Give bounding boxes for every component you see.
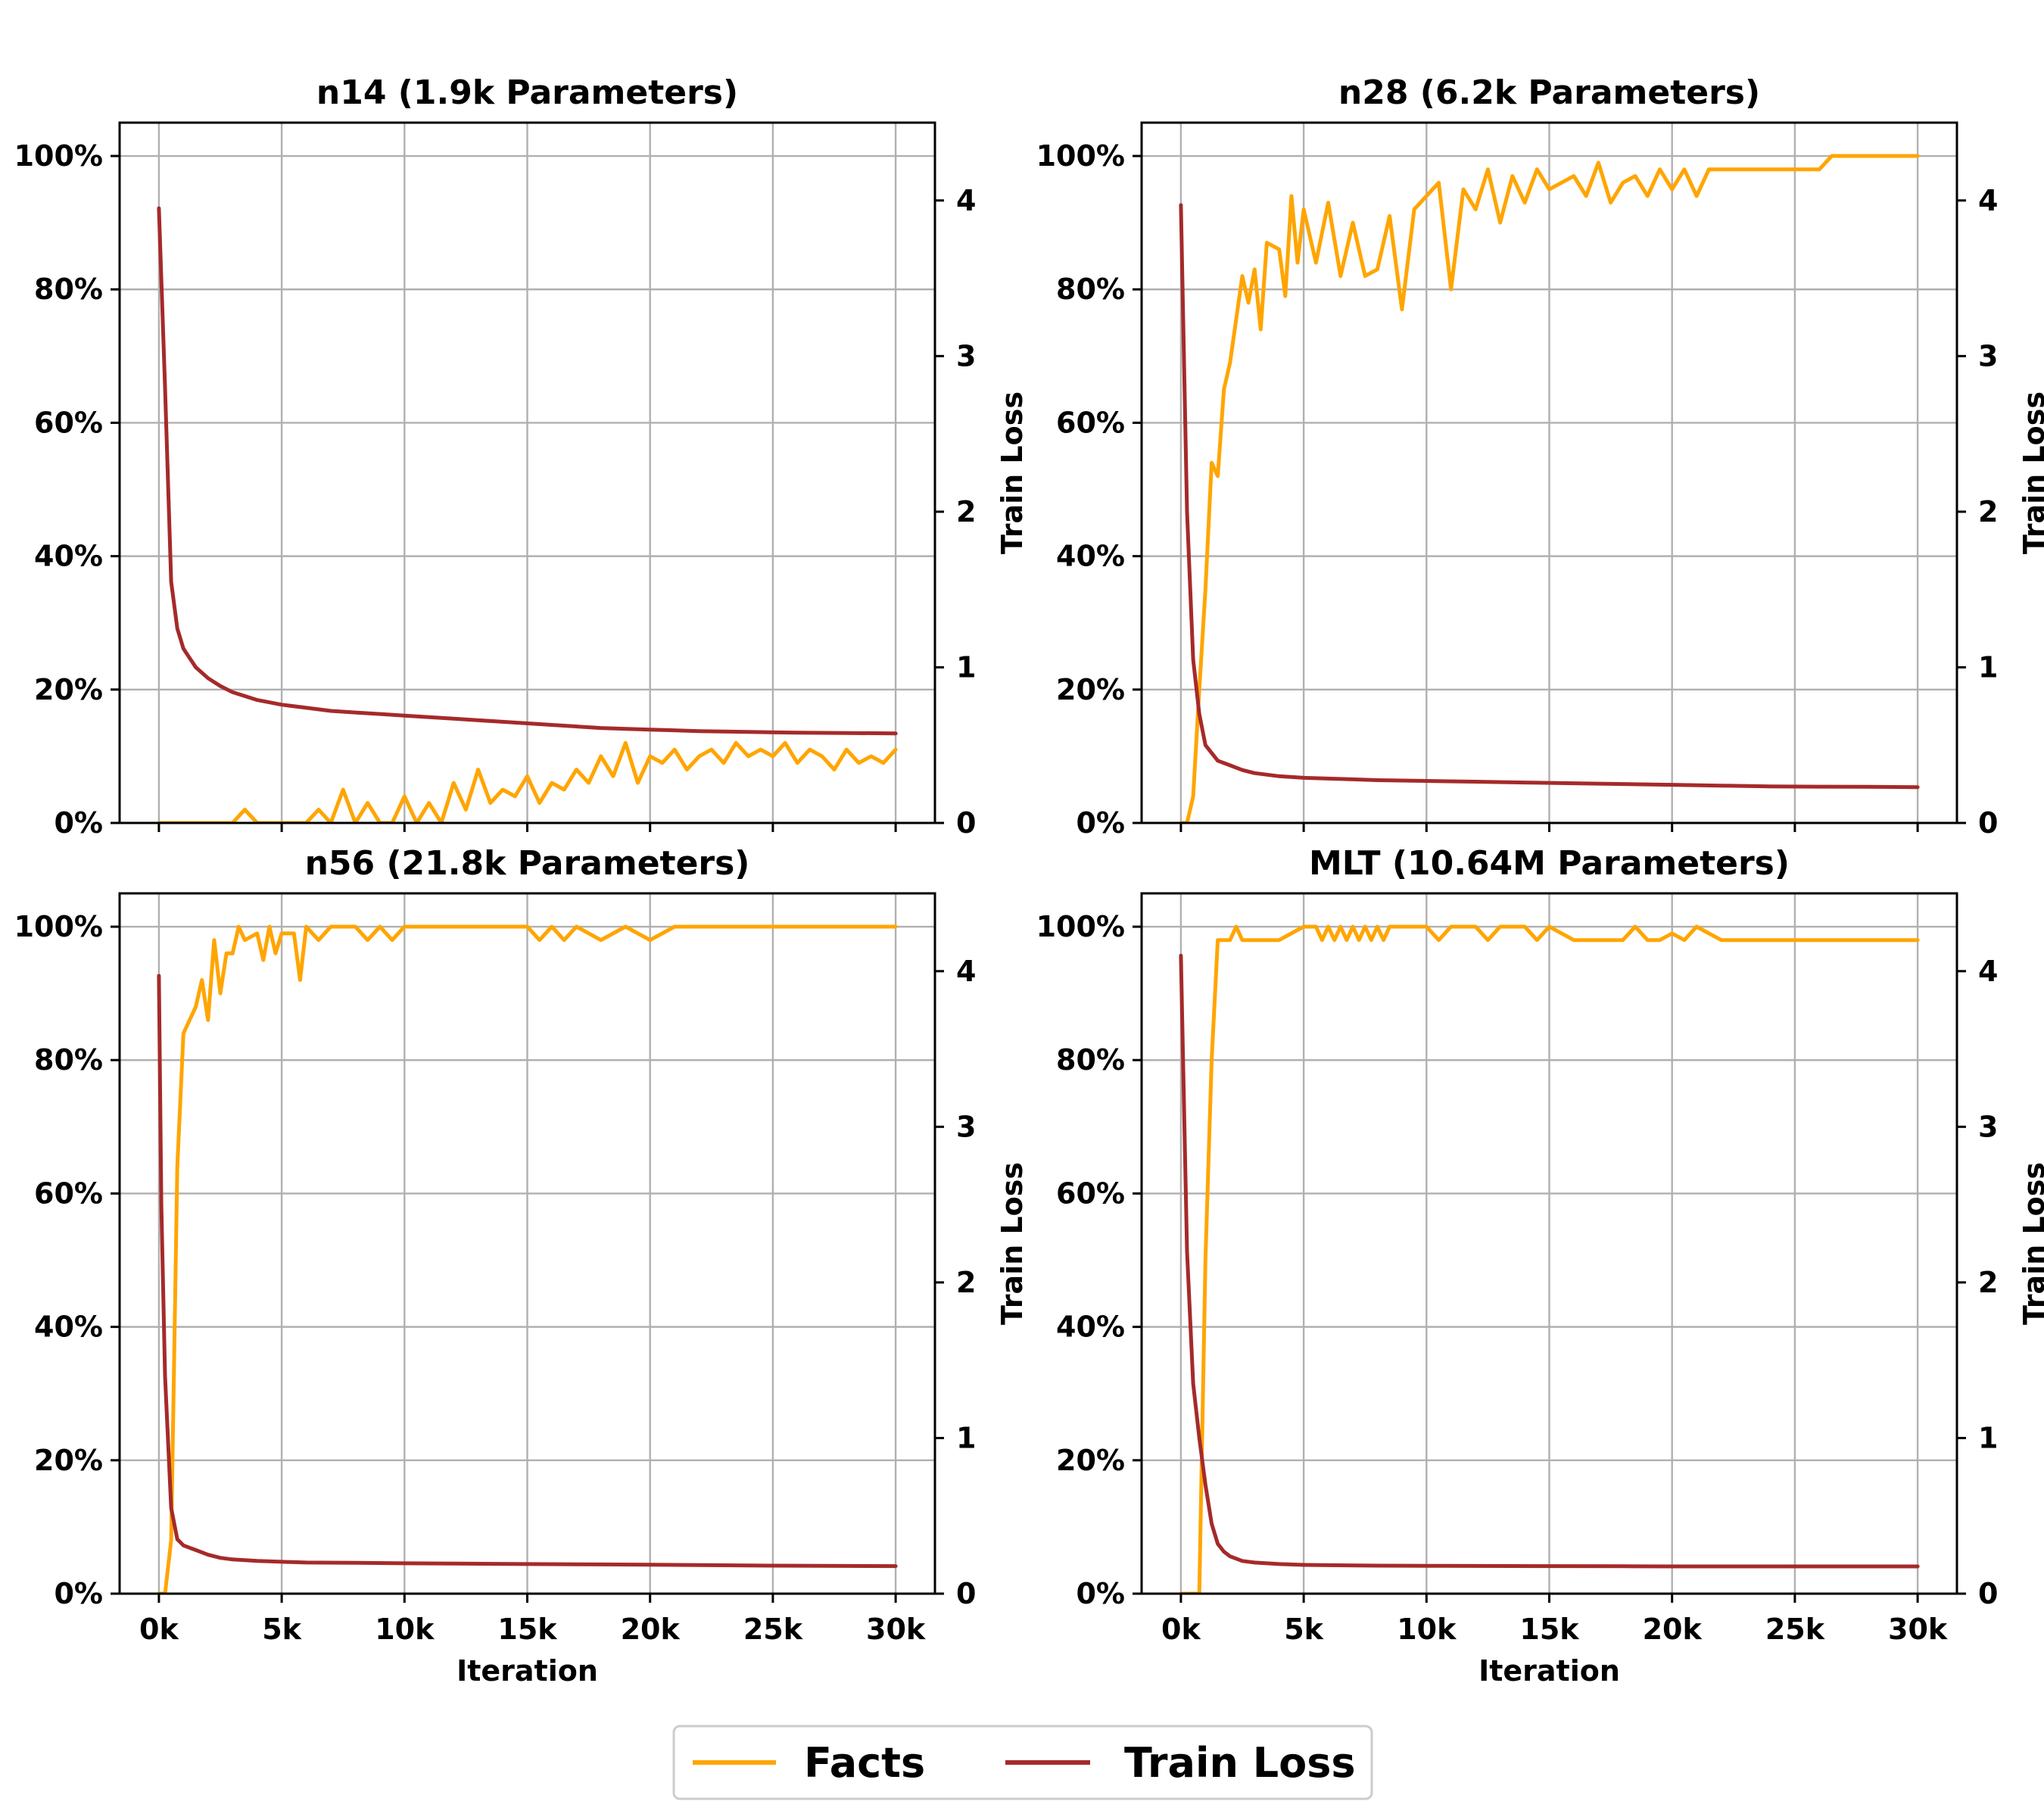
chart-panel-2: 0% 20% 40% 60% 80% 100% 0 1 2 3 4 n28 (6.2k Paramet… [1036,73,2044,840]
right-tick-label: 2 [1978,1266,1998,1299]
x-tick-label: 25k [1765,1613,1825,1646]
left-tick-label: 60% [1056,406,1125,439]
left-tick-label: 20% [34,1444,103,1477]
right-tick-label: 4 [956,184,976,217]
x-tick-label: 30k [866,1613,926,1646]
left-tick-label: 0% [54,806,103,840]
x-tick-label: 15k [497,1613,557,1646]
left-tick-label: 40% [34,1311,103,1344]
left-tick-label: 20% [1056,1444,1125,1477]
right-axis-label: Train Loss [2018,391,2044,554]
series-line-facts [157,740,898,823]
right-tick-label: 3 [1978,339,1998,372]
series-line-facts [1179,154,1920,823]
left-tick-label: 60% [34,406,103,439]
right-tick-label: 1 [956,650,976,684]
right-tick-label: 4 [1978,955,1998,988]
chart-panel-4: 0k 5k 10k 15k 20k 25k 30k 0% 20% 40% 60% 80% 100% 0 1 2… [1036,844,2044,1688]
x-tick-label: 15k [1519,1613,1579,1646]
series-line-train-loss [1179,953,1920,1569]
series-line-train-loss [157,974,898,1569]
x-tick-label: 20k [621,1613,681,1646]
left-tick-label: 100% [1036,910,1125,943]
right-tick-label: 3 [956,339,976,372]
x-axis-label: Iteration [456,1654,598,1688]
right-tick-label: 2 [956,495,976,528]
left-tick-label: 20% [1056,673,1125,706]
right-tick-label: 0 [1978,806,1998,840]
x-tick-label: 30k [1888,1613,1948,1646]
right-tick-label: 3 [956,1110,976,1143]
left-tick-label: 20% [34,673,103,706]
left-tick-label: 0% [54,1577,103,1610]
legend-facts-label: Facts [804,1739,925,1787]
series-line-train-loss [157,206,898,736]
left-tick-label: 60% [34,1177,103,1210]
left-tick-label: 80% [34,273,103,306]
plot-frame [118,892,936,1595]
x-tick-label: 25k [743,1613,803,1646]
x-tick-label: 10k [1397,1613,1457,1646]
right-axis-label: Train Loss [2018,1162,2044,1325]
right-tick-label: 1 [956,1421,976,1454]
x-tick-label: 0k [139,1613,179,1646]
right-tick-label: 0 [956,1577,976,1610]
x-axis-label: Iteration [1478,1654,1620,1688]
chart-title: MLT (10.64M Parameters) [1309,844,1790,883]
right-axis-label: Train Loss [996,391,1029,554]
right-tick-label: 1 [1978,650,1998,684]
legend: Facts Train Loss [672,1725,1373,1800]
right-tick-label: 4 [1978,184,1998,217]
left-tick-label: 0% [1076,1577,1125,1610]
series-line-facts [157,924,898,1594]
legend-train-loss-label: Train Loss [1124,1739,1356,1787]
right-tick-label: 0 [956,806,976,840]
right-tick-label: 3 [1978,1110,1998,1143]
chart-panel-3: 0k 5k 10k 15k 20k 25k 30k 0% 20% 40% 60% 80% 100% 0 1 2… [14,844,1029,1688]
right-tick-label: 4 [956,955,976,988]
x-tick-label: 5k [1284,1613,1323,1646]
series-line-train-loss [1179,203,1920,790]
x-tick-label: 20k [1643,1613,1703,1646]
right-tick-label: 0 [1978,1577,1998,1610]
left-tick-label: 80% [1056,1043,1125,1077]
series-line-facts [1179,924,1920,1594]
left-tick-label: 100% [14,139,103,173]
right-tick-label: 2 [1978,495,1998,528]
right-tick-label: 1 [1978,1421,1998,1454]
chart-panel-1: 0% 20% 40% 60% 80% 100% 0 1 2 3 4 n14 (1.9k Paramet… [14,73,1029,840]
chart-title: n28 (6.2k Parameters) [1338,73,1760,112]
left-tick-label: 40% [34,540,103,573]
x-tick-label: 5k [262,1613,301,1646]
x-tick-label: 10k [375,1613,435,1646]
left-tick-label: 80% [34,1043,103,1077]
right-axis-label: Train Loss [996,1162,1029,1325]
left-tick-label: 40% [1056,540,1125,573]
plot-frame [118,121,936,824]
left-tick-label: 60% [1056,1177,1125,1210]
left-tick-label: 0% [1076,806,1125,840]
chart-title: n56 (21.8k Parameters) [305,844,750,883]
plot-frame [1140,121,1958,824]
left-tick-label: 80% [1056,273,1125,306]
x-tick-label: 0k [1161,1613,1201,1646]
left-tick-label: 100% [14,910,103,943]
chart-title: n14 (1.9k Parameters) [316,73,738,112]
left-tick-label: 40% [1056,1311,1125,1344]
plot-frame [1140,892,1958,1595]
left-tick-label: 100% [1036,139,1125,173]
right-tick-label: 2 [956,1266,976,1299]
